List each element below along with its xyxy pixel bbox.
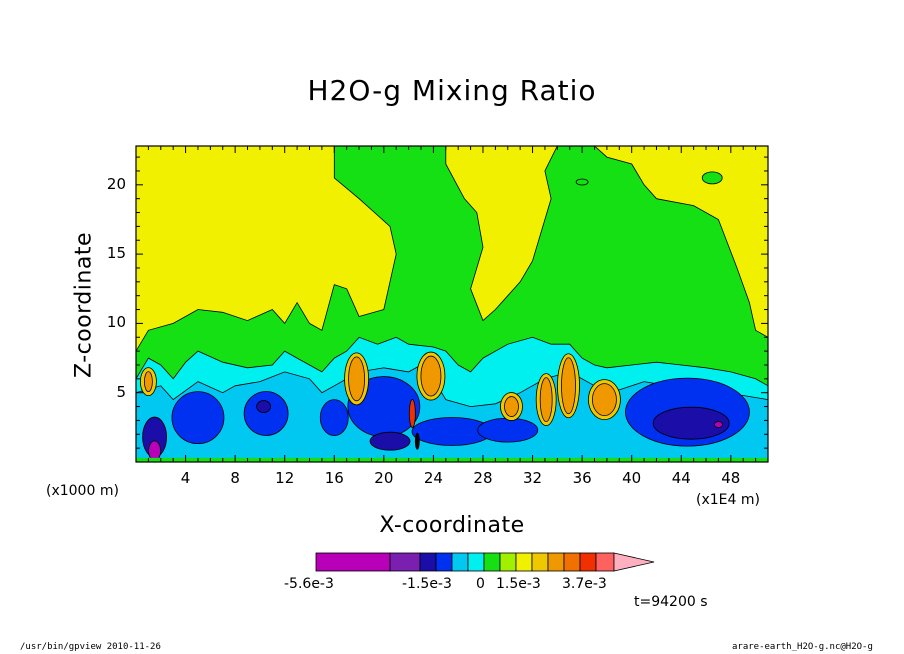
- y-tick-label: 5: [116, 382, 126, 401]
- colorbar-segment: [595, 552, 615, 572]
- colorbar-segment: [499, 552, 517, 572]
- field-core: [477, 417, 539, 443]
- field-surface: [136, 457, 768, 462]
- x-axis-label: X-coordinate: [379, 513, 525, 538]
- field-warm2: [143, 371, 153, 393]
- x-unit-left: (x1000 m): [46, 483, 119, 499]
- field-mid-island: [575, 178, 589, 186]
- colorbar-tick-label: 0: [476, 576, 485, 592]
- y-tick-label: 20: [106, 174, 126, 193]
- colorbar-segment: [579, 552, 597, 572]
- x-tick-label: 40: [622, 469, 642, 487]
- colorbar-segment: [435, 552, 453, 572]
- x-tick-label: 36: [572, 469, 592, 487]
- field-warm2: [348, 356, 365, 402]
- x-tick-label: 4: [180, 469, 191, 487]
- colorbar-tick-label: -5.6e-3: [284, 576, 334, 592]
- colorbar-segment: [451, 552, 469, 572]
- colorbar-tick-label: -1.5e-3: [402, 576, 452, 592]
- colorbar-segment: [483, 552, 501, 572]
- field-layer: [136, 146, 768, 462]
- field-hot: [408, 399, 416, 428]
- footer-left: /usr/bin/gpview 2010-11-26: [20, 642, 161, 652]
- footer-right: arare-earth_H2O-g.nc@H2O-g: [732, 642, 873, 652]
- field-core: [171, 391, 225, 445]
- x-tick-label: 20: [374, 469, 394, 487]
- colorbar-segment: [563, 552, 581, 572]
- colorbar-tick-label: 3.7e-3: [562, 576, 607, 592]
- colorbar-segment: [389, 552, 421, 572]
- x-unit-right: (x1E4 m): [696, 492, 760, 508]
- field-warm2: [504, 396, 519, 417]
- x-tick-label: 28: [473, 469, 493, 487]
- field-core: [243, 391, 289, 436]
- field-deep: [256, 400, 272, 413]
- x-tick-label: 32: [523, 469, 543, 487]
- colorbar-segment: [547, 552, 565, 572]
- colorbar-tick-label: 1.5e-3: [496, 576, 541, 592]
- colorbar-segment: [467, 552, 485, 572]
- plot-frame: [135, 145, 769, 463]
- x-tick-label: 48: [721, 469, 741, 487]
- field-deep: [369, 431, 411, 451]
- field-mid-island: [701, 171, 723, 185]
- field-deep: [652, 406, 730, 440]
- colorbar-arrow: [613, 552, 655, 572]
- y-tick-label: 15: [106, 244, 126, 263]
- field-core: [319, 399, 349, 437]
- field-hot-core: [414, 432, 420, 450]
- field-warm2: [539, 377, 553, 423]
- x-tick-label: 44: [671, 469, 691, 487]
- colorbar-segment: [531, 552, 549, 572]
- colorbar-segment: [515, 552, 533, 572]
- field-warm2: [420, 355, 442, 397]
- x-tick-label: 12: [275, 469, 295, 487]
- field-min: [714, 421, 723, 428]
- x-tick-label: 24: [423, 469, 443, 487]
- colorbar-segment: [315, 552, 391, 572]
- chart-title: H2O-g Mixing Ratio: [307, 74, 597, 107]
- colorbar-segment: [419, 552, 437, 572]
- field-warm2: [592, 383, 617, 417]
- field-warm2: [561, 357, 576, 415]
- y-tick-label: 10: [106, 313, 126, 332]
- x-tick-label: 8: [230, 469, 240, 487]
- y-axis-label: Z-coordinate: [71, 232, 97, 378]
- time-label: t=94200 s: [634, 594, 708, 610]
- x-tick-label: 16: [324, 469, 344, 487]
